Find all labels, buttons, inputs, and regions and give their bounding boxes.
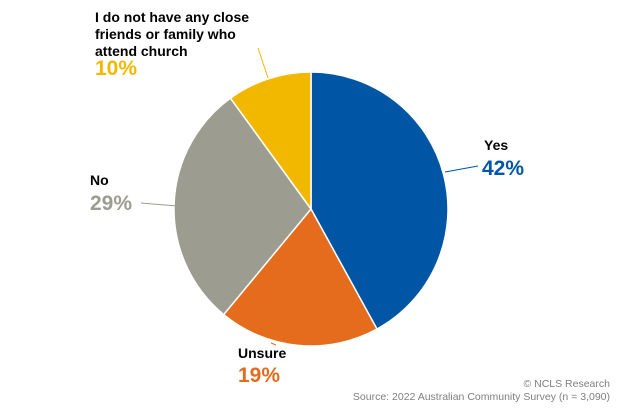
- leader-line-no: [140, 202, 178, 207]
- chart-footer: © NCLS Research Source: 2022 Australian …: [353, 378, 610, 404]
- pie-slice-no: [173, 97, 312, 316]
- leader-line-unsure: [270, 342, 277, 346]
- leader-line-yes: [444, 165, 479, 173]
- slice-label-i-do-not-have-any-close-friend: I do not have any close friends or family…: [95, 9, 249, 59]
- slice-value-i-do-not-have-any-close-friend: 10%: [95, 57, 137, 80]
- pie-slices: [173, 71, 449, 347]
- slice-value-unsure: 19%: [238, 364, 280, 387]
- copyright-text: © NCLS Research: [523, 378, 610, 390]
- pie-slice-unsure: [222, 207, 379, 347]
- leader-line-i-do-not-have-any-close-friend: [257, 47, 269, 79]
- pie-slice-yes: [310, 71, 449, 331]
- pie-labels: Yes 42% Unsure 19% No 29% I do not have any cl…: [90, 9, 524, 387]
- slice-label-yes: Yes: [484, 137, 508, 153]
- slice-value-no: 29%: [90, 192, 132, 215]
- slice-label-no: No: [90, 172, 109, 188]
- pie-slice-i-do-not-have-any-close-friend: [229, 71, 312, 212]
- slice-value-yes: 42%: [482, 157, 524, 180]
- slice-label-unsure: Unsure: [238, 345, 286, 361]
- source-text: Source: 2022 Australian Community Survey…: [352, 391, 610, 403]
